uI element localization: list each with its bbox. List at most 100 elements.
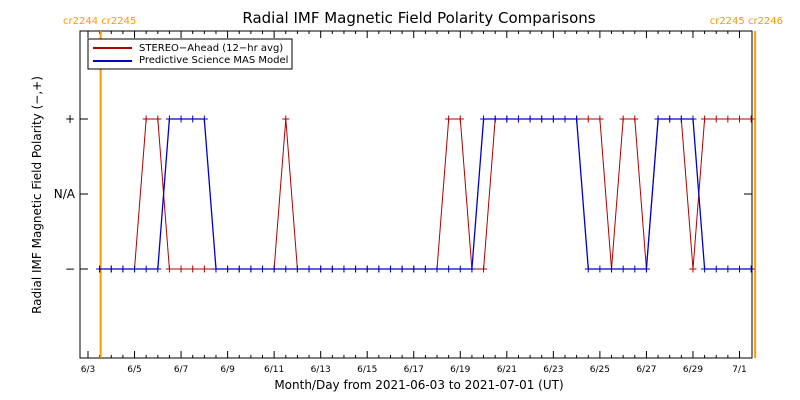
data-point — [119, 265, 127, 273]
data-point — [584, 115, 592, 123]
data-point — [445, 115, 453, 123]
data-point — [352, 265, 360, 273]
data-point — [317, 265, 325, 273]
data-point — [677, 115, 685, 123]
data-point — [177, 265, 185, 273]
legend: STEREO−Ahead (12−hr avg) Predictive Scie… — [87, 38, 293, 70]
x-tick-label: 6/11 — [264, 365, 284, 375]
data-point — [189, 115, 197, 123]
data-point — [410, 265, 418, 273]
data-point — [480, 265, 488, 273]
data-point — [456, 115, 464, 123]
series-line — [99, 118, 752, 270]
data-point — [584, 265, 592, 273]
data-point — [165, 115, 173, 123]
legend-label-mas: Predictive Science MAS Model — [139, 55, 288, 66]
data-point — [642, 265, 650, 273]
data-point — [224, 265, 232, 273]
data-point — [305, 265, 313, 273]
data-point — [386, 265, 394, 273]
plot-area — [79, 30, 753, 359]
data-point — [503, 115, 511, 123]
x-tick-label: 6/13 — [311, 365, 331, 375]
data-point — [189, 265, 197, 273]
data-point — [433, 265, 441, 273]
data-point — [666, 115, 674, 123]
data-point — [712, 115, 720, 123]
data-point — [340, 265, 348, 273]
data-point — [712, 265, 720, 273]
x-tick-label: 6/21 — [497, 365, 517, 375]
x-tick-label: 6/3 — [81, 365, 95, 375]
axis-ticks — [80, 31, 752, 358]
data-point — [142, 265, 150, 273]
y-axis-label: Radial IMF Magnetic Field Polarity (−,+) — [30, 76, 44, 314]
x-tick-label: 6/29 — [683, 365, 703, 375]
data-point — [724, 115, 732, 123]
data-point — [573, 115, 581, 123]
x-tick-label: 6/17 — [404, 365, 424, 375]
data-point — [747, 265, 755, 273]
x-tick-label: 6/9 — [220, 365, 235, 375]
x-tick-labels: 6/3 6/5 6/7 6/9 6/11 6/13 6/15 6/17 6/19 6/21 6/23… — [81, 365, 747, 375]
data-point — [514, 115, 522, 123]
data-point — [107, 265, 115, 273]
y-tick-label: + — [65, 112, 75, 126]
x-tick-label: 6/19 — [450, 365, 470, 375]
data-point — [142, 115, 150, 123]
data-point — [456, 265, 464, 273]
data-point — [724, 265, 732, 273]
data-point — [526, 115, 534, 123]
data-point — [736, 115, 743, 123]
series-stereo — [96, 115, 755, 273]
data-point — [165, 265, 173, 273]
data-point — [608, 265, 616, 273]
data-point — [154, 265, 162, 273]
data-point — [619, 115, 627, 123]
data-point — [247, 265, 255, 273]
y-tick-label: N/A — [54, 187, 76, 201]
data-point — [282, 265, 290, 273]
data-point — [200, 115, 208, 123]
series-layer — [96, 115, 755, 273]
data-point — [701, 115, 709, 123]
x-tick-label: 6/7 — [174, 365, 188, 375]
data-point — [538, 115, 546, 123]
data-point — [282, 115, 290, 123]
data-point — [631, 115, 639, 123]
data-point — [561, 115, 569, 123]
x-tick-label: 6/5 — [127, 365, 141, 375]
data-point — [491, 115, 499, 123]
data-point — [328, 265, 336, 273]
data-point — [398, 265, 406, 273]
data-point — [177, 115, 185, 123]
chart-title: Radial IMF Magnetic Field Polarity Compa… — [242, 9, 595, 27]
carrington-label-right: cr2245 cr2246 — [710, 16, 783, 27]
data-point — [200, 265, 208, 273]
data-point — [270, 265, 278, 273]
data-point — [468, 265, 476, 273]
x-tick-label: 6/23 — [543, 365, 563, 375]
data-point — [363, 265, 371, 273]
y-tick-labels: + N/A − — [54, 112, 76, 276]
legend-label-stereo: STEREO−Ahead (12−hr avg) — [139, 43, 283, 54]
series-mas — [96, 115, 755, 273]
data-point — [154, 115, 162, 123]
x-axis-label: Month/Day from 2021-06-03 to 2021-07-01 … — [274, 378, 563, 392]
x-tick-label: 7/1 — [732, 365, 746, 375]
x-tick-label: 6/25 — [590, 365, 610, 375]
data-point — [654, 115, 662, 123]
x-tick-label: 6/15 — [357, 365, 377, 375]
data-point — [375, 265, 383, 273]
carrington-marker-left: cr2244 cr2245 — [63, 16, 136, 27]
data-point — [549, 115, 557, 123]
x-tick-label: 6/27 — [636, 365, 656, 375]
data-point — [596, 115, 604, 123]
data-point — [736, 265, 743, 273]
carrington-lines — [99, 31, 757, 358]
data-point — [212, 265, 220, 273]
data-point — [96, 265, 104, 273]
data-point — [701, 265, 709, 273]
data-point — [421, 265, 429, 273]
